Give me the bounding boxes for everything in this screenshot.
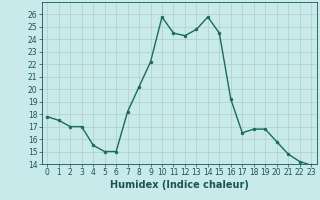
- X-axis label: Humidex (Indice chaleur): Humidex (Indice chaleur): [110, 180, 249, 190]
